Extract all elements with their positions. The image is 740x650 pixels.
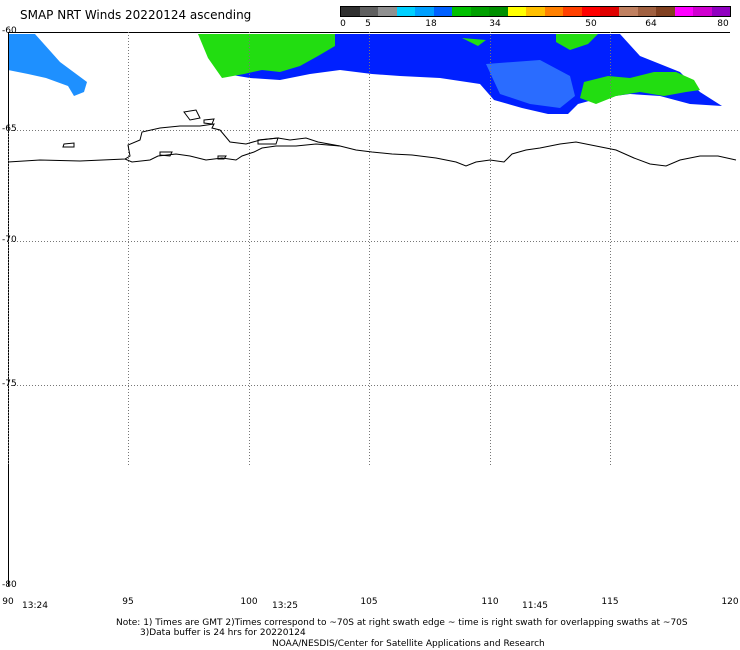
- colorbar-segment: [544, 7, 564, 16]
- longitude-label: 95: [122, 597, 134, 607]
- colorbar-segment: [526, 7, 545, 16]
- colorbar-segment: [433, 7, 453, 16]
- wind-swath: [8, 34, 722, 114]
- time-label-2: 13:25: [272, 601, 298, 611]
- colorbar-segment: [637, 7, 657, 16]
- colorbar-segment: [711, 7, 731, 16]
- longitude-label: 110: [481, 597, 499, 607]
- wind-patch-green-north: [462, 38, 486, 46]
- graticule: [8, 32, 740, 465]
- time-label-1: 13:24: [22, 601, 48, 611]
- island-3: [62, 142, 75, 148]
- colorbar-segment: [470, 7, 490, 16]
- island-1: [183, 109, 201, 121]
- note-line-2: 3)Data buffer is 24 hrs for 20220124: [140, 628, 306, 638]
- colorbar-segment: [507, 7, 527, 16]
- colorbar-segment: [656, 7, 675, 16]
- colorbar-segment: [359, 7, 379, 16]
- colorbar-segment: [415, 7, 434, 16]
- coastline-peninsula: [124, 143, 341, 163]
- island-5: [217, 155, 227, 160]
- time-label-3: 11:45: [522, 601, 548, 611]
- wind-patch-green-northeast: [556, 34, 598, 50]
- colorbar-segment: [396, 7, 416, 16]
- colorbar-segment: [581, 7, 601, 16]
- colorbar-segment: [341, 7, 360, 16]
- map-title: SMAP NRT Winds 20220124 ascending: [20, 8, 252, 22]
- latitude-label: -60: [2, 26, 17, 36]
- colorbar-segment: [563, 7, 582, 16]
- longitude-label: 100: [240, 597, 258, 607]
- colorbar-segment: [378, 7, 397, 16]
- coastline-main: [7, 123, 737, 167]
- island-6: [257, 137, 279, 145]
- longitude-label: 105: [360, 597, 378, 607]
- coastline: [7, 109, 737, 167]
- longitude-label: 90: [2, 597, 14, 607]
- wind-patch-mid-blue: [486, 60, 575, 108]
- colorbar-segment: [452, 7, 471, 16]
- note-line-1: Note: 1) Times are GMT 2)Times correspon…: [116, 618, 688, 628]
- colorbar-segment: [600, 7, 619, 16]
- colorbar-tick-label: 80: [717, 19, 729, 29]
- colorbar-segment: [618, 7, 638, 16]
- longitude-label: 120: [721, 597, 739, 607]
- wind-patch-light-blue: [8, 34, 87, 96]
- colorbar-tick-label: 0: [340, 19, 346, 29]
- latitude-label: -75: [2, 379, 17, 389]
- note-line-3: NOAA/NESDIS/Center for Satellite Applica…: [272, 639, 545, 649]
- island-4: [159, 151, 173, 157]
- colorbar-tick-label: 18: [425, 19, 437, 29]
- colorbar-tick-label: 64: [645, 19, 657, 29]
- latitude-label: -80: [2, 580, 17, 590]
- colorbar-tick-label: 5: [365, 19, 371, 29]
- colorbar-segment: [489, 7, 508, 16]
- colorbar-segment: [693, 7, 712, 16]
- latitude-label: -70: [2, 235, 17, 245]
- colorbar-tick-label: 34: [489, 19, 501, 29]
- colorbar-segment: [674, 7, 694, 16]
- latitude-label: -65: [2, 124, 17, 134]
- wind-speed-colorbar: [340, 6, 731, 17]
- island-2: [203, 118, 215, 125]
- wind-patch-green-west: [198, 34, 335, 78]
- colorbar-tick-label: 50: [585, 19, 597, 29]
- longitude-label: 115: [601, 597, 619, 607]
